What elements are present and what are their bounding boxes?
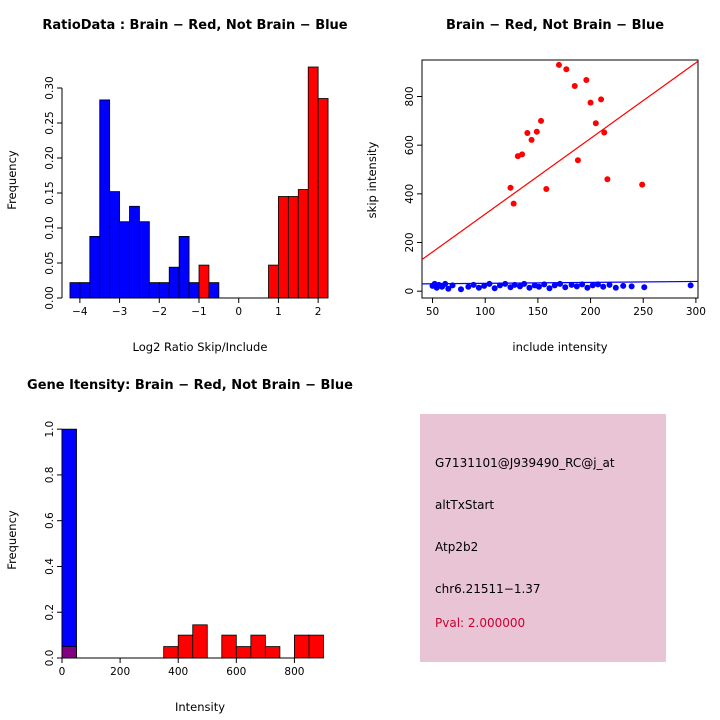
- ratio-histogram-chart: RatioData : Brain − Red, Not Brain − Blu…: [5, 18, 348, 354]
- svg-text:0.0: 0.0: [44, 650, 56, 667]
- svg-text:200: 200: [581, 306, 601, 318]
- svg-text:0.6: 0.6: [44, 512, 56, 529]
- svg-text:50: 50: [426, 306, 439, 318]
- svg-text:0: 0: [235, 306, 242, 318]
- svg-text:−4: −4: [72, 306, 88, 318]
- svg-text:100: 100: [475, 306, 495, 318]
- svg-text:0.8: 0.8: [44, 467, 56, 484]
- svg-text:0.4: 0.4: [44, 558, 56, 575]
- svg-text:300: 300: [686, 306, 706, 318]
- svg-text:1.0: 1.0: [44, 421, 56, 438]
- svg-text:0.15: 0.15: [44, 181, 56, 204]
- intensity-scatter-chart: Brain − Red, Not Brain − Blue include in…: [365, 18, 706, 354]
- svg-text:600: 600: [404, 135, 416, 155]
- svg-text:−2: −2: [152, 306, 167, 318]
- x-axis-label-gene: Intensity: [175, 700, 225, 714]
- svg-text:0.2: 0.2: [44, 604, 56, 621]
- svg-text:200: 200: [110, 666, 130, 678]
- svg-text:0.10: 0.10: [44, 216, 56, 239]
- chart-title-gene: Gene Itensity: Brain − Red, Not Brain − …: [27, 378, 353, 393]
- event-type-text: altTxStart: [435, 498, 495, 512]
- gene-symbol-text: Atp2b2: [435, 540, 479, 554]
- svg-text:400: 400: [404, 184, 416, 204]
- svg-text:−3: −3: [112, 306, 127, 318]
- chart-title-ratio: RatioData : Brain − Red, Not Brain − Blu…: [42, 18, 347, 33]
- plot-area-scatter: 50 100 150 200 250 300 0 200 400 600 800: [404, 59, 706, 318]
- svg-text:0: 0: [404, 288, 416, 295]
- svg-text:800: 800: [404, 86, 416, 106]
- svg-text:0.20: 0.20: [44, 146, 56, 169]
- x-axis-label-scatter: include intensity: [512, 340, 607, 354]
- svg-text:−1: −1: [191, 306, 206, 318]
- chart-title-scatter: Brain − Red, Not Brain − Blue: [446, 18, 664, 33]
- svg-text:0: 0: [59, 666, 66, 678]
- y-axis-label-gene: Frequency: [5, 510, 19, 570]
- gene-intensity-histogram-chart: Gene Itensity: Brain − Red, Not Brain − …: [5, 378, 353, 714]
- svg-text:0.05: 0.05: [44, 251, 56, 274]
- svg-text:0.00: 0.00: [44, 286, 56, 309]
- gene-info-box: G7131101@J939490_RC@j_at altTxStart Atp2…: [420, 414, 666, 662]
- probe-id-text: G7131101@J939490_RC@j_at: [435, 456, 615, 470]
- svg-text:1: 1: [275, 306, 282, 318]
- svg-text:200: 200: [404, 232, 416, 252]
- svg-text:150: 150: [528, 306, 548, 318]
- plot-area-gene: 0 200 400 600 800 0.0 0.2 0.4 0.6 0.8 1.0: [44, 421, 324, 678]
- y-axis-label-scatter: skip intensity: [365, 141, 379, 218]
- y-axis-label-ratio: Frequency: [5, 150, 19, 210]
- gene-info-panel: G7131101@J939490_RC@j_at altTxStart Atp2…: [360, 360, 720, 720]
- intensity-scatter-panel: Brain − Red, Not Brain − Blue include in…: [360, 0, 720, 360]
- svg-text:0.30: 0.30: [44, 76, 56, 99]
- svg-text:400: 400: [168, 666, 188, 678]
- locus-text: chr6.21511−1.37: [435, 582, 541, 596]
- svg-text:800: 800: [284, 666, 304, 678]
- pvalue-text: Pval: 2.000000: [435, 616, 526, 630]
- svg-text:2: 2: [315, 306, 322, 318]
- x-axis-label-ratio: Log2 Ratio Skip/Include: [133, 340, 268, 354]
- svg-text:600: 600: [226, 666, 246, 678]
- plot-area-ratio: −4 −3 −2 −1 0 1 2 0.00 0.05 0.10 0.15 0.20 0.25 0.30: [44, 66, 329, 318]
- svg-text:250: 250: [633, 306, 653, 318]
- svg-text:0.25: 0.25: [44, 111, 56, 134]
- ratio-histogram-panel: RatioData : Brain − Red, Not Brain − Blu…: [0, 0, 360, 360]
- gene-intensity-histogram-panel: Gene Itensity: Brain − Red, Not Brain − …: [0, 360, 360, 720]
